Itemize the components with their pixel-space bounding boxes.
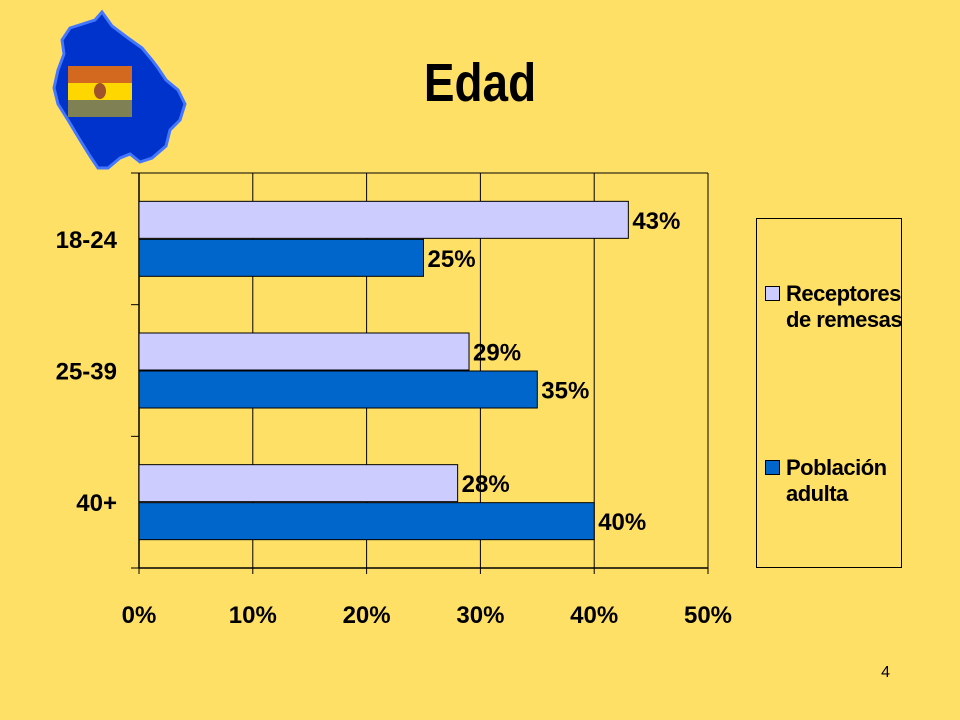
chart-title: Edad [423,53,537,113]
legend-item-poblacion: Población adulta [765,455,912,507]
legend-swatch-poblacion [765,460,780,475]
bolivia-flag-icon [68,66,132,117]
legend-label-receptores: Receptores de remesas [786,281,903,332]
data-label: 29% [473,340,521,367]
y-category-label: 18-24 [56,227,118,254]
bar-receptores [138,464,459,503]
x-tick-label: 10% [229,602,277,629]
data-label: 43% [632,208,680,235]
bar-poblacion [138,238,424,277]
chart-legend: Receptores de remesas Población adulta [756,218,903,568]
bar-poblacion [138,370,538,409]
legend-label-poblacion: Población adulta [786,455,887,506]
bar-poblacion [138,502,595,541]
y-category-label: 25-39 [56,359,117,386]
data-label: 25% [428,246,476,273]
bolivia-map-icon [40,8,200,183]
data-label: 28% [462,471,510,498]
x-tick-label: 50% [684,602,732,629]
x-tick-label: 30% [456,602,504,629]
x-tick-label: 20% [343,602,391,629]
y-category-label: 40+ [76,490,117,517]
data-label: 40% [598,509,646,536]
legend-item-receptores: Receptores de remesas [765,281,912,333]
x-tick-label: 40% [570,602,618,629]
page-number: 4 [881,664,890,681]
bar-receptores [138,200,629,239]
legend-swatch-receptores [765,286,780,301]
bar-receptores [138,332,470,371]
x-tick-label: 0% [122,602,157,629]
data-label: 35% [541,378,589,405]
